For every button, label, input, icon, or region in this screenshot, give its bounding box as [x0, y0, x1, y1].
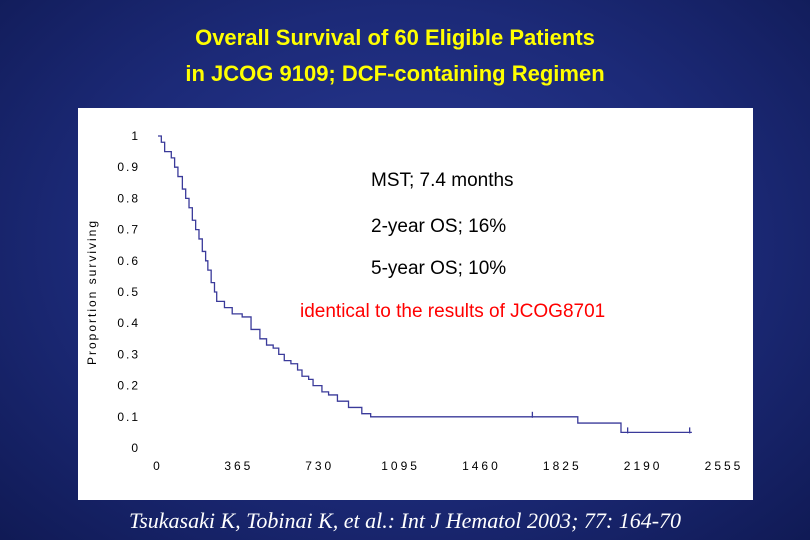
- y-tick-label: 0.4: [117, 316, 140, 330]
- annotation-jcog8701: identical to the results of JCOG8701: [300, 301, 606, 322]
- x-tick-label: 2190: [624, 459, 663, 473]
- x-tick-label: 1095: [381, 459, 420, 473]
- title-line-1: Overall Survival of 60 Eligible Patients: [195, 25, 595, 50]
- x-tick-label: 730: [305, 459, 334, 473]
- y-tick-label: 0.2: [117, 379, 140, 393]
- annotation-mst: MST; 7.4 months: [371, 170, 514, 191]
- y-tick-label: 0.6: [117, 254, 140, 268]
- x-tick-label: 1825: [543, 459, 582, 473]
- citation: Tsukasaki K, Tobinai K, et al.: Int J He…: [128, 508, 682, 533]
- y-tick-label: 0.9: [117, 160, 140, 174]
- survival-curve: [158, 135, 692, 434]
- y-axis-label: Proportion surviving: [85, 219, 99, 365]
- annotation-2yr-os: 2-year OS; 16%: [371, 216, 507, 237]
- chart-panel: 0 0.1 0.2 0.3 0.4 0.5 0.6 0.7 0.8 0.9 1 Proportion …: [78, 108, 753, 500]
- chart-title: Overall Survival of 60 Eligible Patients…: [0, 20, 790, 92]
- y-tick-label: 1: [131, 129, 140, 143]
- x-tick-label: 2555: [705, 459, 744, 473]
- annotation-5yr-os: 5-year OS; 10%: [371, 258, 507, 279]
- x-tick-label: 365: [224, 459, 253, 473]
- y-axis: 0 0.1 0.2 0.3 0.4 0.5 0.6 0.7 0.8 0.9 1 Proportion …: [85, 129, 140, 455]
- y-tick-label: 0.8: [117, 191, 140, 205]
- survival-curve-group: [158, 135, 692, 434]
- y-tick-label: 0.7: [117, 223, 140, 237]
- y-tick-label: 0.1: [117, 410, 140, 424]
- x-tick-label: 0: [153, 459, 163, 473]
- y-tick-label: 0: [131, 441, 140, 455]
- title-line-2: in JCOG 9109; DCF-containing Regimen: [185, 61, 605, 86]
- survival-chart: 0 0.1 0.2 0.3 0.4 0.5 0.6 0.7 0.8 0.9 1 Proportion …: [85, 129, 744, 473]
- y-tick-label: 0.5: [117, 285, 140, 299]
- x-axis: 0 365 730 1095 1460 1825 2190 2555: [153, 459, 744, 473]
- y-tick-label: 0.3: [117, 347, 140, 361]
- x-tick-label: 1460: [462, 459, 501, 473]
